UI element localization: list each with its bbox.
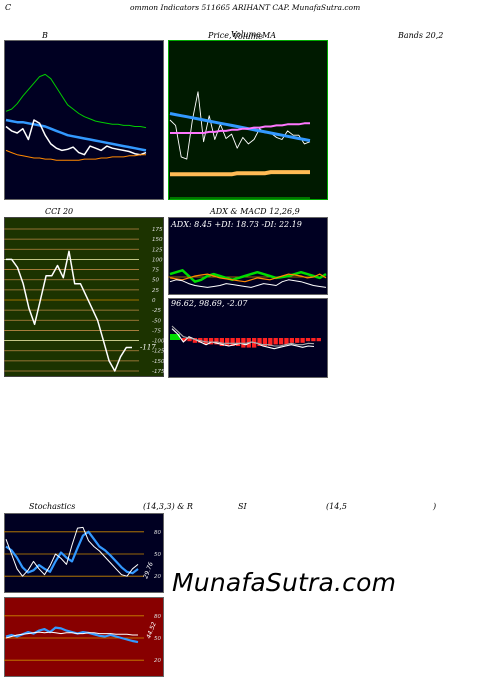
cci-value-label: -117: [140, 343, 156, 351]
price-ma-series-1: [169, 112, 311, 143]
cci-tick-label: 175: [152, 227, 163, 233]
macd-histogram-bar: [187, 338, 192, 342]
adx-panel: [168, 217, 328, 295]
bollinger-series-2: [5, 119, 147, 156]
macd-histogram-bar: [268, 338, 273, 346]
macd-start-marker: [170, 334, 180, 340]
bollinger-panel: [4, 40, 164, 200]
macd-histogram-bar: [289, 338, 294, 343]
macd-histogram-bar: [316, 338, 321, 342]
cci-tick-label: -175: [152, 369, 164, 375]
price-ma-series-3: [170, 170, 310, 177]
macd-histogram-bar: [225, 338, 230, 346]
price-ma-series-2: [170, 122, 310, 134]
cci-tick-label: 150: [152, 237, 163, 243]
cci-tick-label: -25: [152, 308, 161, 314]
macd-line-1: [171, 325, 315, 347]
macd-histogram-bar: [219, 338, 224, 346]
macd-histogram-bar: [311, 338, 316, 342]
macd-histogram-bar: [235, 338, 241, 346]
bollinger-label: B: [42, 31, 48, 40]
stoch-tick-label: 50: [154, 552, 161, 558]
adx-series-1: [169, 273, 327, 283]
cci-tick-label: 0: [152, 298, 156, 304]
bollinger-series-0: [5, 73, 147, 129]
cci-tick-label: 75: [152, 268, 159, 274]
cci-tick-label: 50: [152, 278, 159, 284]
macd-histogram-bar: [192, 338, 198, 343]
cci-tick-label: -125: [152, 349, 164, 355]
cci-tick-label: -75: [152, 328, 161, 334]
macd-panel: [168, 298, 328, 378]
macd-histogram-bar: [208, 338, 214, 345]
cci-panel: 175 150 125 100 75 50 25 0 -25 -50 -75 -100 -125 -150…: [4, 217, 164, 377]
stoch-label-c: SI: [238, 502, 247, 511]
panel-background: [4, 40, 164, 200]
stoch-tick-label: 80: [154, 530, 161, 536]
macd-histogram-bar: [305, 338, 311, 342]
macd-histogram-bar: [203, 338, 208, 345]
bollinger-series-1: [5, 118, 147, 152]
watermark: MunafaSutra.com: [172, 568, 397, 597]
rsi-tick-label: 50: [154, 636, 161, 642]
panel-background: [4, 513, 164, 593]
rsi-tick-label: 80: [154, 614, 161, 620]
bands-label: Bands 20,2: [398, 31, 444, 40]
macd-values: 96.62, 98.69, -2.07: [171, 299, 248, 308]
macd-histogram-bar: [182, 338, 187, 342]
price-ma-panel: [168, 40, 328, 200]
stoch-k-line: [5, 530, 139, 575]
rsi-signal-line: [5, 631, 138, 639]
price-label: Price,: [208, 31, 232, 40]
header-title-prefix: C: [5, 3, 12, 12]
adx-series-0: [169, 269, 327, 283]
adx-macd-label: ADX & MACD 12,26,9: [210, 207, 300, 216]
rsi-tick-label: 20: [154, 658, 161, 664]
macd-histogram-bar: [278, 338, 284, 345]
cci-label: CCI 20: [45, 207, 74, 216]
cci-tick-label: 100: [152, 257, 163, 263]
stoch-label-a: Stochastics: [29, 502, 76, 511]
stoch-label-d: (14,5: [326, 502, 347, 511]
macd-histogram-bar: [273, 338, 278, 345]
cci-tick-label: -100: [152, 339, 164, 345]
macd-histogram-bar: [230, 338, 235, 346]
cci-tick-label: 25: [152, 288, 159, 294]
stoch-d-line: [5, 526, 139, 577]
bollinger-series-3: [5, 149, 146, 161]
volume-label-1: Volume: [231, 30, 261, 39]
header-title: ommon Indicators 511665 ARIHANT CAP. Mun…: [130, 3, 361, 12]
macd-histogram-bar: [262, 338, 268, 346]
cci-line: [6, 250, 132, 372]
cci-tick-label: -50: [152, 318, 161, 324]
rsi-line: [5, 626, 139, 644]
stoch-label-e: ): [433, 502, 437, 511]
adx-values: ADX: 8.45 +DI: 18.73 -DI: 22.19: [171, 220, 302, 229]
macd-histogram-bar: [284, 338, 289, 345]
volume-label-2: Volume: [233, 32, 263, 41]
cci-tick-label: -150: [152, 359, 164, 365]
macd-histogram-bar: [295, 338, 300, 343]
ma-label: MA: [262, 31, 276, 40]
macd-histogram-bar: [257, 338, 262, 346]
panel-background: [4, 217, 164, 377]
stoch-tick-label: 20: [154, 574, 161, 580]
panel-background: [4, 597, 164, 677]
price-ma-series-0: [169, 91, 311, 160]
adx-series-2: [169, 279, 327, 288]
cci-tick-label: 125: [152, 247, 163, 253]
macd-histogram-bar: [214, 338, 219, 345]
stoch-label-b: (14,3,3) & R: [143, 502, 193, 511]
macd-histogram-bar: [300, 338, 305, 343]
